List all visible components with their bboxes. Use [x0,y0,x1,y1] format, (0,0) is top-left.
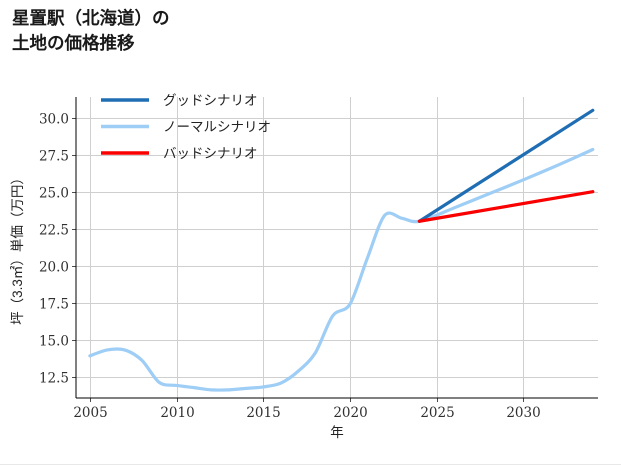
y-tick-label: 27.5 [39,148,69,164]
x-tick-label: 2025 [420,405,454,421]
y-tick-label: 25.0 [39,185,69,201]
x-tick-label: 2020 [333,405,367,421]
y-tick-labels: 12.5 15.0 17.5 20.0 22.5 25.0 27.5 30.0 [39,111,69,386]
x-tick-label: 2015 [246,405,280,421]
y-axis-title: 坪（3.3㎡）単価（万円） [10,171,25,325]
legend-label-good: グッドシナリオ [163,93,258,108]
series-line-normal [88,147,595,392]
y-gridlines [76,118,598,378]
y-tick-label: 12.5 [39,370,69,386]
x-tick-label: 2010 [160,405,194,421]
series-line-good [417,108,595,223]
y-tick-label: 22.5 [39,222,69,238]
y-tick-label: 17.5 [39,296,69,312]
y-tick-label: 20.0 [39,259,69,275]
x-axis-title: 年 [330,425,344,440]
y-tick-label: 15.0 [39,333,69,349]
x-tick-labels: 2005 2010 2015 2020 2025 2030 [73,405,540,421]
x-gridlines [90,97,524,398]
x-tick-label: 2030 [506,405,540,421]
axis-spines [75,97,598,399]
series-line-bad [417,190,595,223]
data-series-group [88,108,595,392]
legend-label-bad: バッドシナリオ [163,146,258,161]
y-tick-label: 30.0 [39,111,69,127]
page-title: 星置駅（北海道）の 土地の価格推移 [12,8,170,53]
legend-label-normal: ノーマルシナリオ [163,120,271,135]
x-tick-label: 2005 [73,405,107,421]
